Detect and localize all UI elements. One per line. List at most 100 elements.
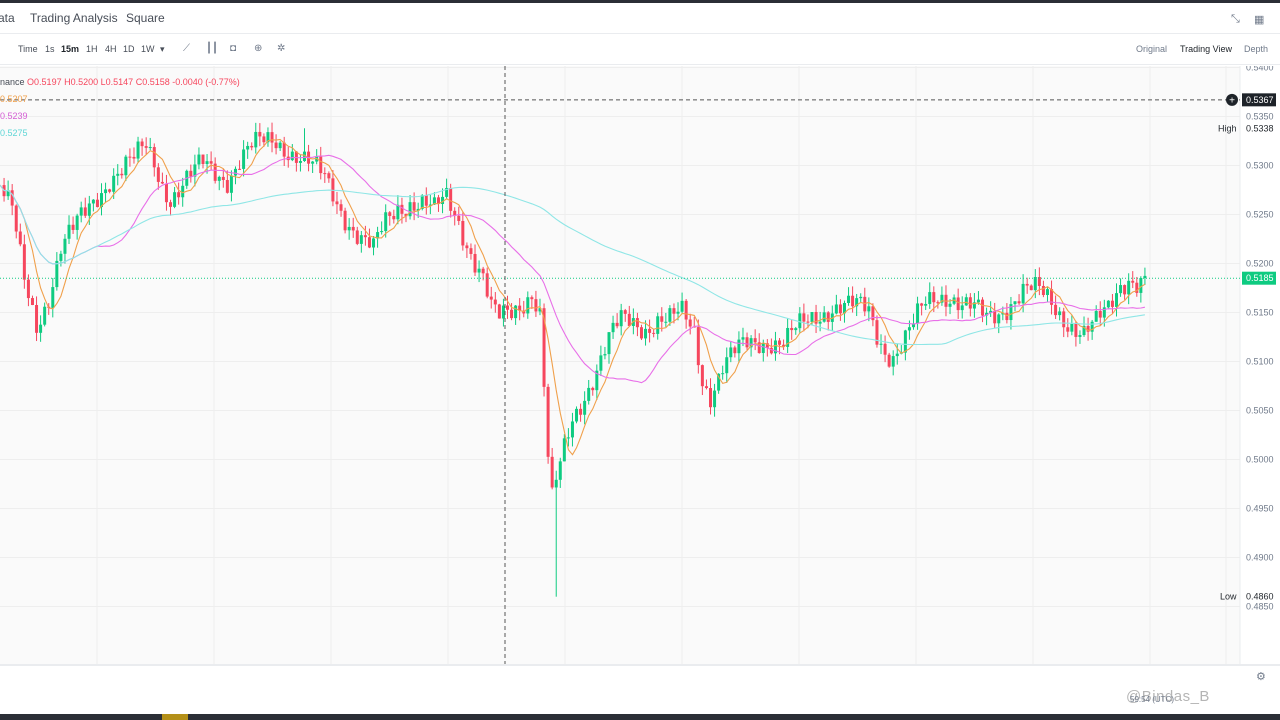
candle-body <box>173 192 177 207</box>
view-depth-tab[interactable]: Depth <box>1244 44 1269 54</box>
candle-body <box>465 245 469 249</box>
candle-body <box>213 163 217 181</box>
candle-body <box>412 202 416 211</box>
grid-icon[interactable]: ▦ <box>1254 14 1265 26</box>
candle-body <box>765 343 769 348</box>
candle-body <box>745 337 749 348</box>
candle-body <box>355 230 359 244</box>
nav-data-link[interactable]: ata <box>0 11 15 25</box>
screenshot-icon[interactable]: ◘ <box>230 43 237 54</box>
interval-4h[interactable]: 4H <box>105 44 117 54</box>
candle-body <box>822 312 826 322</box>
more-intervals-chevron-icon[interactable]: ▾ <box>160 44 165 54</box>
nav-square-link[interactable]: Square <box>126 11 165 25</box>
interval-1h[interactable]: 1H <box>86 44 98 54</box>
add-icon[interactable]: ⊕ <box>254 43 263 54</box>
candle-body <box>713 390 717 408</box>
candle-body <box>818 321 822 324</box>
ma-long-value: 0.5275 <box>0 128 28 138</box>
candle-body <box>392 215 396 220</box>
candle-body <box>1143 275 1147 279</box>
candle-body <box>290 151 294 161</box>
candle-body <box>43 306 47 325</box>
candle-body <box>916 303 920 324</box>
candle-body <box>436 197 440 205</box>
price-axis-background <box>1240 66 1280 666</box>
candle-body <box>400 204 404 214</box>
watermark: @Bindas_B <box>1126 688 1210 705</box>
candle-type-icon[interactable]: ┃┃ <box>206 43 219 54</box>
price-tick-label: 0.4850 <box>1246 602 1274 612</box>
ma-short-value: 0.5207 <box>0 94 28 104</box>
candle-body <box>497 304 501 319</box>
candle-body <box>396 204 400 220</box>
view-original-tab[interactable]: Original <box>1136 44 1168 54</box>
nav-trading-analysis-link[interactable]: Trading Analysis <box>30 11 118 25</box>
open-value: O0.5197 <box>27 77 62 87</box>
crosshair-plus-icon <box>1226 93 1238 106</box>
high-value-label: 0.5338 <box>1246 123 1274 133</box>
candle-body <box>35 304 39 333</box>
candle-body <box>1127 280 1131 295</box>
indicator-icon[interactable]: ⟋ <box>183 43 190 54</box>
candle-body <box>989 310 993 313</box>
candle-body <box>1135 282 1139 293</box>
interval-1s[interactable]: 1s <box>45 44 55 54</box>
candle-body <box>1123 285 1127 295</box>
candle-body <box>51 287 55 308</box>
candle-body <box>343 210 347 231</box>
chart-area[interactable]: +0.5400 0.5350 0.5300 0.5250 0.5200 0.5150 0.5… <box>0 66 1280 666</box>
axis-settings-icon[interactable]: ⚙ <box>1256 671 1266 683</box>
candle-body <box>928 292 932 304</box>
interval-1d[interactable]: 1D <box>123 44 135 54</box>
candle-body <box>1017 301 1021 304</box>
candle-body <box>1062 311 1066 328</box>
price-tick-label: 0.4950 <box>1246 504 1274 514</box>
candle-body <box>696 327 700 366</box>
candle-body <box>960 305 964 311</box>
candle-body <box>160 181 164 184</box>
candle-body <box>566 437 570 439</box>
price-tick-label: 0.5050 <box>1246 406 1274 416</box>
candle-body <box>205 161 209 165</box>
candle-body <box>587 387 591 401</box>
interval-15m[interactable]: 15m <box>61 44 80 54</box>
time-axis-border <box>0 664 1280 666</box>
candle-body <box>834 304 838 314</box>
candle-body <box>591 387 595 391</box>
candle-body <box>132 156 136 159</box>
candle-body <box>920 303 924 306</box>
settings-icon[interactable]: ✲ <box>277 43 286 54</box>
candle-body <box>164 183 168 203</box>
candle-body <box>997 314 1001 324</box>
candle-body <box>376 232 380 239</box>
candle-body <box>461 220 465 246</box>
candle-body <box>372 238 376 248</box>
ma-mid-value: 0.5239 <box>0 111 28 121</box>
candle-body <box>404 213 408 217</box>
candle-body <box>485 273 489 297</box>
price-chart[interactable]: +0.5400 0.5350 0.5300 0.5250 0.5200 0.5150 0.5… <box>0 66 1280 666</box>
candle-body <box>907 327 911 331</box>
price-tick-label: 0.5250 <box>1246 210 1274 220</box>
candles-group <box>2 122 1147 597</box>
candle-body <box>339 204 343 211</box>
candle-body <box>274 142 278 149</box>
collapse-icon[interactable]: ⤡ <box>1231 13 1240 25</box>
close-value: C0.5158 <box>135 77 170 87</box>
candle-body <box>753 338 757 343</box>
candle-body <box>14 205 18 232</box>
candle-body <box>384 212 388 232</box>
candle-body <box>221 176 225 181</box>
candle-body <box>1054 304 1058 316</box>
view-trading-view-tab[interactable]: Trading View <box>1180 44 1233 54</box>
candle-body <box>67 224 71 239</box>
candle-body <box>972 302 976 309</box>
interval-1w[interactable]: 1W <box>141 44 155 54</box>
candle-body <box>270 132 274 143</box>
candle-body <box>550 456 554 488</box>
candle-body <box>193 164 197 177</box>
candle-body <box>266 132 270 143</box>
interval-time[interactable]: Time <box>18 44 38 54</box>
candle-body <box>883 343 887 355</box>
